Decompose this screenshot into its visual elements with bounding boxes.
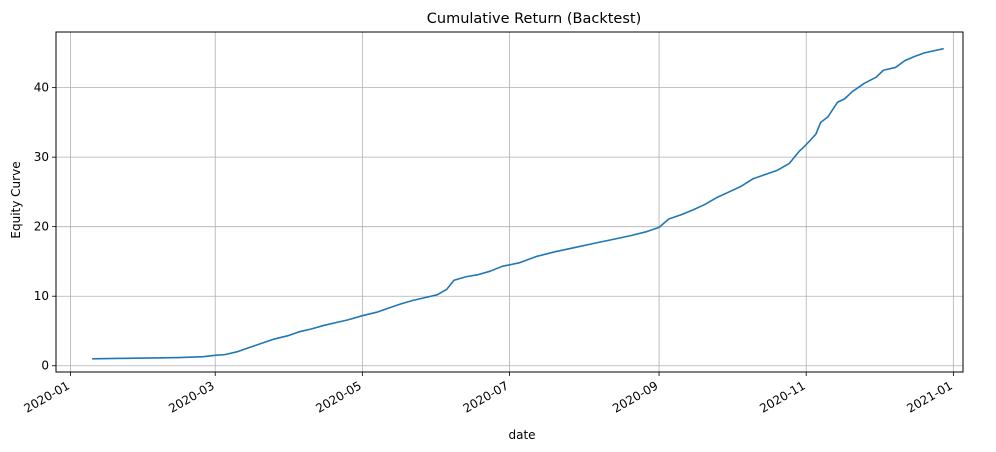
y-tick-label: 40: [34, 81, 49, 95]
x-tick-label: 2020-09: [610, 378, 660, 415]
x-tick-label: 2020-01: [22, 378, 72, 415]
x-tick-label: 2020-11: [757, 378, 807, 415]
x-tick-label: 2020-07: [461, 378, 511, 415]
y-axis: 0 10 20 30 40: [34, 81, 56, 373]
x-tick-label: 2020-03: [166, 378, 216, 415]
series-layer: [92, 47, 944, 360]
x-axis-label: date: [508, 428, 535, 442]
y-tick-label: 10: [34, 289, 49, 303]
equity-curve-line: [92, 47, 944, 360]
y-axis-label: Equity Curve: [9, 161, 23, 238]
chart-title: Cumulative Return (Backtest): [427, 11, 641, 27]
x-axis: 2020-01 2020-03 2020-05 2020-07 2020-09 2020-…: [22, 372, 955, 416]
y-tick-label: 30: [34, 150, 49, 164]
x-tick-label: 2021-01: [904, 378, 954, 415]
y-tick-label: 0: [41, 359, 49, 373]
y-tick-label: 20: [34, 220, 49, 234]
x-tick-label: 2020-05: [313, 378, 363, 415]
grid-lines: [56, 32, 963, 372]
